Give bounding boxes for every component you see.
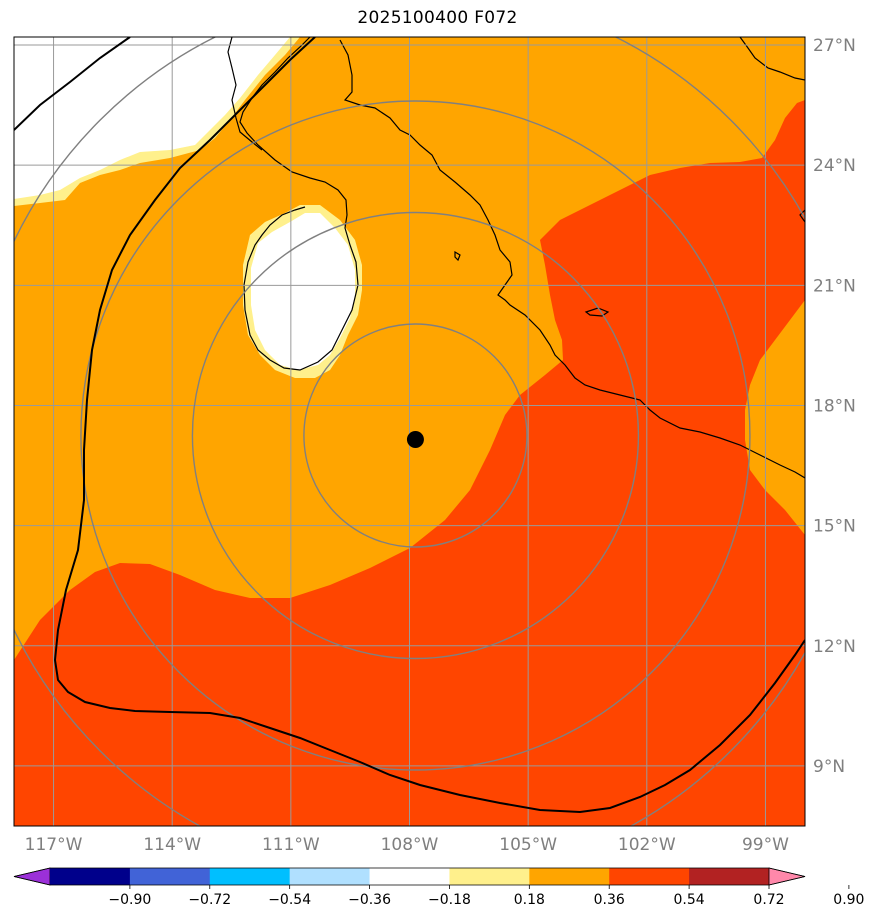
lat-tick-label: 21°N — [813, 276, 856, 296]
colorbar: −0.90 −0.72 −0.54 −0.36 −0.18 0.18 0.36 0.54 0.7… — [13, 867, 864, 908]
lon-tick-label: 105°W — [499, 835, 557, 855]
coastline-mainland — [339, 39, 805, 479]
lon-tick-label: 108°W — [381, 835, 439, 855]
lat-tick-label: 18°N — [813, 396, 856, 416]
colorbar-tick-label: −0.90 — [108, 892, 151, 908]
coastline-baja — [239, 37, 359, 371]
field-region-white-northwest — [14, 37, 290, 199]
coastline-islas — [584, 307, 610, 317]
plot-title: 2025100400 F072 — [357, 8, 518, 28]
colorbar-tick-label: 0.90 — [833, 892, 864, 908]
colorbar-tick-label: −0.36 — [348, 892, 391, 908]
colorbar-extend-low — [13, 867, 51, 886]
lat-tick-label: 12°N — [813, 637, 856, 657]
field-region-white-baja — [251, 213, 355, 370]
contour-line-northwest — [14, 37, 131, 131]
colorbar-segment — [609, 868, 690, 885]
coastlines — [227, 37, 805, 479]
colorbar-tick-label: −0.54 — [268, 892, 311, 908]
colorbar-segment — [369, 868, 450, 885]
coastline-east-edge — [799, 209, 805, 223]
range-ring — [80, 100, 751, 771]
contour-line-black — [53, 37, 805, 814]
colorbar-outline — [13, 867, 806, 886]
colorbar-tick-label: −0.72 — [188, 892, 231, 908]
colorbar-segment — [689, 868, 770, 885]
gridlines — [14, 37, 805, 826]
colorbar-extend-high — [768, 867, 806, 886]
range-rings — [14, 37, 805, 826]
coastline-northeast — [739, 37, 805, 81]
colorbar-segment — [50, 868, 131, 885]
colorbar-segment — [529, 868, 610, 885]
colorbar-segment — [209, 868, 291, 885]
lat-tick-label: 15°N — [813, 517, 856, 537]
field-region-red-orange — [14, 100, 805, 826]
lat-tick-label: 9°N — [813, 757, 845, 777]
storm-center-marker — [406, 431, 424, 449]
lon-tick-label: 111°W — [262, 835, 320, 855]
lon-tick-label: 114°W — [143, 835, 201, 855]
colorbar-segment — [289, 868, 371, 885]
longitude-tick-labels: 117°W 114°W 111°W 108°W 105°W 102°W 99°W — [25, 835, 789, 855]
coastline-small-island — [454, 250, 461, 262]
map-frame — [13, 36, 806, 827]
colorbar-tick-label: 0.54 — [674, 892, 705, 908]
lon-tick-label: 102°W — [618, 835, 676, 855]
lon-tick-label: 99°W — [742, 835, 789, 855]
colorbar-tick-label: 0.72 — [753, 892, 784, 908]
coastline-baja-inner — [227, 37, 263, 151]
range-ring — [303, 323, 528, 548]
map-panel — [14, 37, 805, 826]
range-ring — [191, 211, 640, 660]
lat-tick-label: 24°N — [813, 156, 856, 176]
lat-tick-label: 27°N — [813, 36, 856, 56]
colorbar-segment — [449, 868, 530, 885]
colorbar-segment — [129, 868, 211, 885]
lon-tick-label: 117°W — [25, 835, 83, 855]
colorbar-tick-label: −0.18 — [428, 892, 471, 908]
latitude-tick-labels: 27°N 24°N 21°N 18°N 15°N 12°N 9°N — [813, 36, 856, 777]
colorbar-tick-label: 0.36 — [594, 892, 625, 908]
field-region-orange-east — [745, 300, 805, 535]
colorbar-tick-label: 0.18 — [514, 892, 545, 908]
